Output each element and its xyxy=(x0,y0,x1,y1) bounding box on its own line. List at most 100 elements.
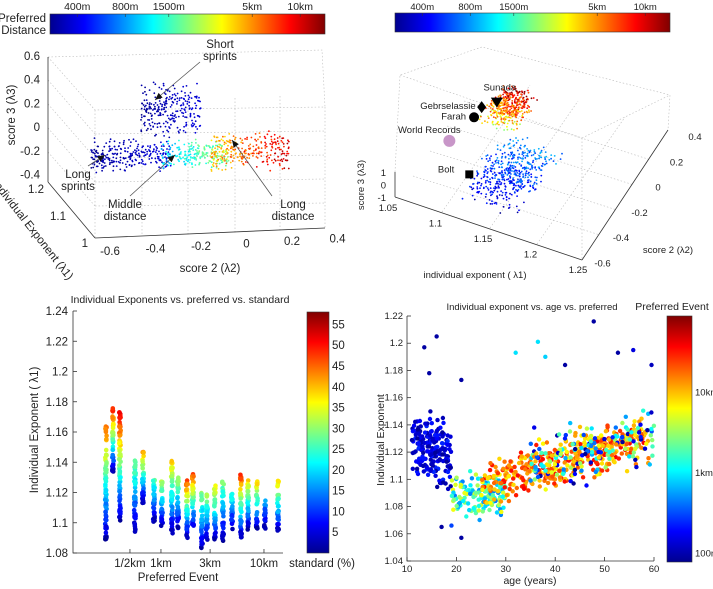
data-point xyxy=(502,99,505,102)
data-point xyxy=(167,130,170,133)
data-point xyxy=(480,192,483,195)
y-tick-label: 1.14 xyxy=(46,457,69,469)
data-point xyxy=(154,134,156,137)
colorbar-tick-label: 20 xyxy=(332,465,345,477)
data-point xyxy=(477,517,482,523)
data-point xyxy=(494,185,497,188)
data-point xyxy=(578,461,583,466)
diamond-marker-icon xyxy=(477,101,487,114)
data-point xyxy=(91,156,94,159)
data-point xyxy=(573,446,578,452)
data-point xyxy=(218,143,221,146)
data-point xyxy=(500,157,503,159)
data-point xyxy=(232,154,235,157)
data-point xyxy=(568,420,573,426)
data-point xyxy=(128,138,130,141)
data-point xyxy=(487,115,489,118)
data-point xyxy=(111,159,113,162)
z-axis-label: score 3 (λ3) xyxy=(356,160,367,210)
data-point xyxy=(143,123,145,125)
data-point xyxy=(521,107,524,110)
data-point xyxy=(186,156,189,159)
data-point xyxy=(166,148,168,150)
data-point xyxy=(199,107,202,109)
data-point xyxy=(496,115,499,118)
data-point xyxy=(286,150,289,153)
data-point xyxy=(281,150,284,153)
data-point xyxy=(596,455,602,460)
data-point xyxy=(588,433,594,439)
data-point xyxy=(574,454,579,459)
data-point xyxy=(174,142,177,145)
data-point xyxy=(552,160,555,163)
y-tick-label: 0.2 xyxy=(670,157,683,168)
data-point xyxy=(184,95,187,97)
data-point xyxy=(571,481,576,486)
data-point xyxy=(501,176,504,178)
data-point xyxy=(141,102,144,105)
data-point xyxy=(540,441,546,446)
data-point xyxy=(644,441,649,446)
x-tick-label: 10 xyxy=(402,564,413,575)
data-point xyxy=(593,446,598,451)
data-point xyxy=(282,158,285,160)
data-point xyxy=(170,531,175,536)
data-point xyxy=(223,156,226,159)
data-point xyxy=(110,425,116,431)
data-point xyxy=(511,94,514,97)
data-point xyxy=(246,483,251,488)
chart-title: Individual exponent vs. age vs. preferre… xyxy=(446,302,617,313)
data-point xyxy=(212,512,217,518)
x-axis-label: age (years) xyxy=(503,575,556,587)
data-point xyxy=(155,149,158,152)
square-marker-icon xyxy=(465,170,474,179)
data-point xyxy=(520,119,523,122)
data-point xyxy=(495,159,498,162)
data-point xyxy=(146,150,149,153)
data-point xyxy=(513,173,516,176)
data-point xyxy=(503,129,505,131)
data-point xyxy=(119,152,122,155)
colorbar-tick-label: 400m xyxy=(410,2,434,13)
data-point xyxy=(491,203,494,205)
data-point xyxy=(605,423,610,428)
data-point xyxy=(539,450,544,456)
data-point xyxy=(129,145,132,147)
data-point xyxy=(169,458,174,464)
data-point xyxy=(650,437,655,443)
data-point xyxy=(271,143,273,146)
data-point xyxy=(413,432,418,437)
z-tick-label: 0.6 xyxy=(24,51,40,63)
data-point xyxy=(170,123,172,126)
data-point xyxy=(105,142,108,145)
data-point xyxy=(156,153,159,155)
data-point xyxy=(588,460,593,465)
data-point xyxy=(148,155,151,158)
data-point xyxy=(90,167,93,169)
data-point xyxy=(537,446,542,452)
x-tick-label: 1.1 xyxy=(429,219,442,230)
data-point xyxy=(238,476,244,482)
data-point xyxy=(538,459,543,464)
data-point xyxy=(520,170,523,173)
data-point xyxy=(508,161,510,164)
data-point xyxy=(191,511,196,517)
data-point xyxy=(499,149,502,152)
data-point xyxy=(492,187,495,190)
data-point xyxy=(132,470,137,476)
colorbar-tick-label: 5km xyxy=(242,1,262,13)
data-point xyxy=(512,464,517,470)
data-point xyxy=(111,458,116,464)
data-point xyxy=(225,142,227,145)
data-point xyxy=(497,105,500,108)
data-point xyxy=(439,524,444,530)
data-point xyxy=(214,144,217,147)
y-tick-label: 1.12 xyxy=(46,488,68,500)
data-point xyxy=(511,100,514,102)
data-point xyxy=(506,463,512,468)
data-point xyxy=(218,162,221,165)
data-point xyxy=(513,114,515,117)
data-point xyxy=(95,155,97,158)
data-point xyxy=(266,133,269,136)
data-point xyxy=(132,464,138,470)
